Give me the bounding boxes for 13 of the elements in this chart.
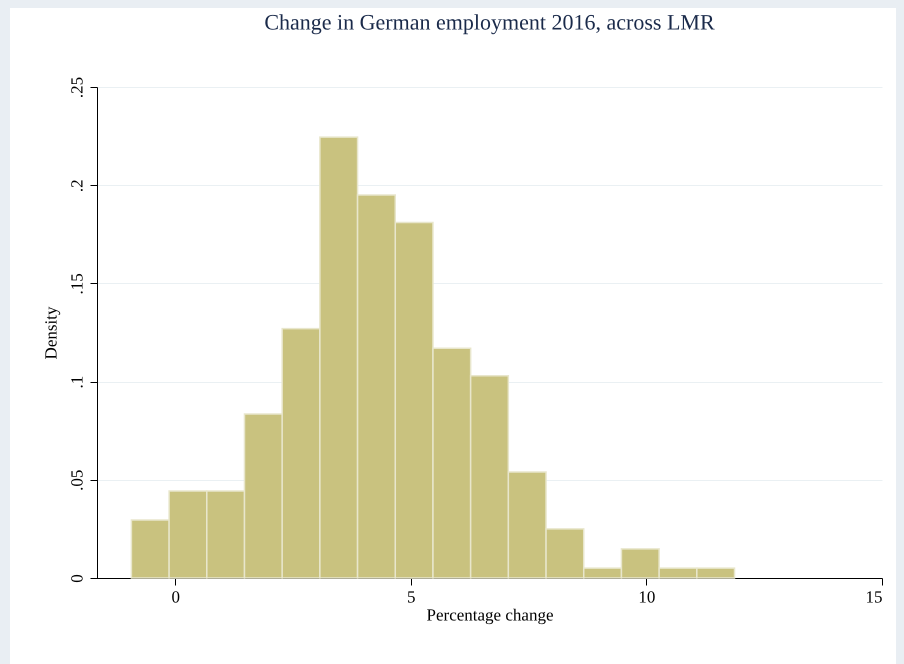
- y-tick-label: .25: [68, 76, 86, 98]
- y-tick-label: .1: [68, 376, 86, 388]
- x-tick-label: 15: [866, 588, 882, 606]
- y-tick-label: .05: [68, 470, 86, 491]
- chart-title: Change in German employment 2016, across LMR: [264, 9, 715, 34]
- y-axis-title: Density: [42, 306, 60, 360]
- x-tick-label: 0: [171, 588, 180, 606]
- x-axis-title: Percentage change: [426, 606, 554, 624]
- y-tick-label: .15: [68, 273, 86, 295]
- y-tick-label: .2: [68, 179, 86, 192]
- y-tick-label: 0: [68, 574, 86, 583]
- x-tick-label: 10: [638, 588, 656, 606]
- x-tick-label: 5: [407, 588, 416, 606]
